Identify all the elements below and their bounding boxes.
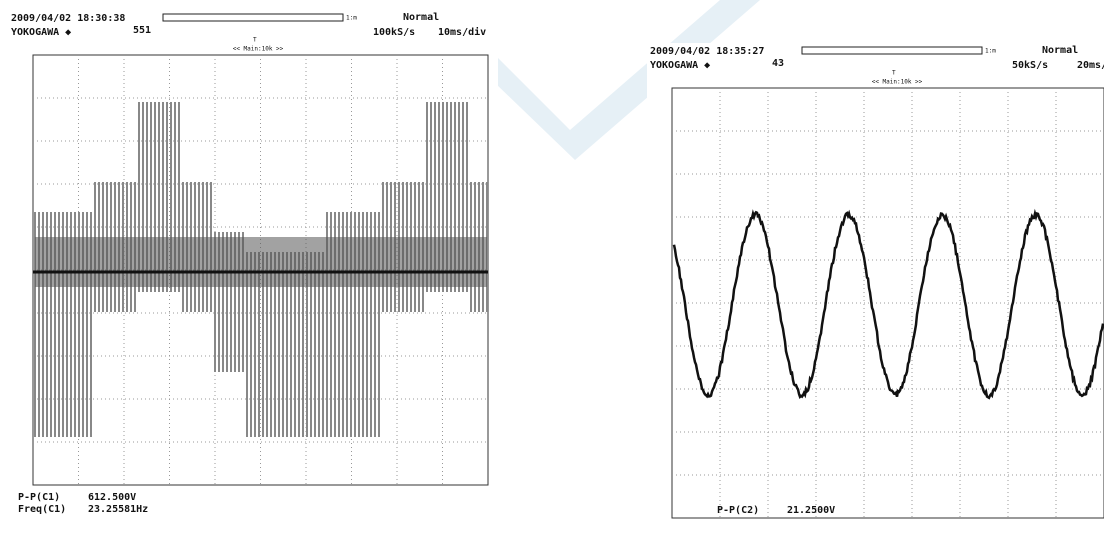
measure-value: 612.500V [88,492,136,503]
brand: YOKOGAWA ◆ [650,60,710,71]
left-scope: 2009/04/02 18:30:38 1:m Normal YOKOGAWA ◆ 55… [8,10,498,515]
trigger-mark: T [892,70,896,77]
measure-value: 23.25581Hz [88,504,148,515]
right-scope: 2009/04/02 18:35:27 1:m Normal YOKOGAWA ◆ 43… [647,43,1104,530]
time-div: 20ms/div [1077,59,1104,71]
main-label: << Main:10k >> [872,79,923,86]
mode: Normal [1042,45,1078,56]
measure-name: P-P(C2) [717,505,759,516]
measure-name: Freq(C1) [18,504,66,515]
measure-name: P-P(C1) [18,492,60,503]
zoom-bar [163,14,343,21]
timestamp: 2009/04/02 18:30:38 [11,13,125,24]
zoom-label: 1:m [985,48,996,55]
sample-rate: 100kS/s [373,27,415,38]
scope-background [647,43,1104,530]
time-div: 10ms/div [438,26,486,38]
trigger-mark: T [253,37,257,44]
sample-rate: 50kS/s [1012,60,1048,71]
zoom-label: 1:m [346,15,357,22]
zoom-bar [802,47,982,54]
count: 551 [133,25,151,36]
timestamp: 2009/04/02 18:35:27 [650,46,764,57]
waveform-band [35,237,487,287]
brand: YOKOGAWA ◆ [11,27,71,38]
measure-value: 21.2500V [787,505,835,516]
mode: Normal [403,12,439,23]
main-label: << Main:10k >> [233,46,284,53]
count: 43 [772,58,784,69]
